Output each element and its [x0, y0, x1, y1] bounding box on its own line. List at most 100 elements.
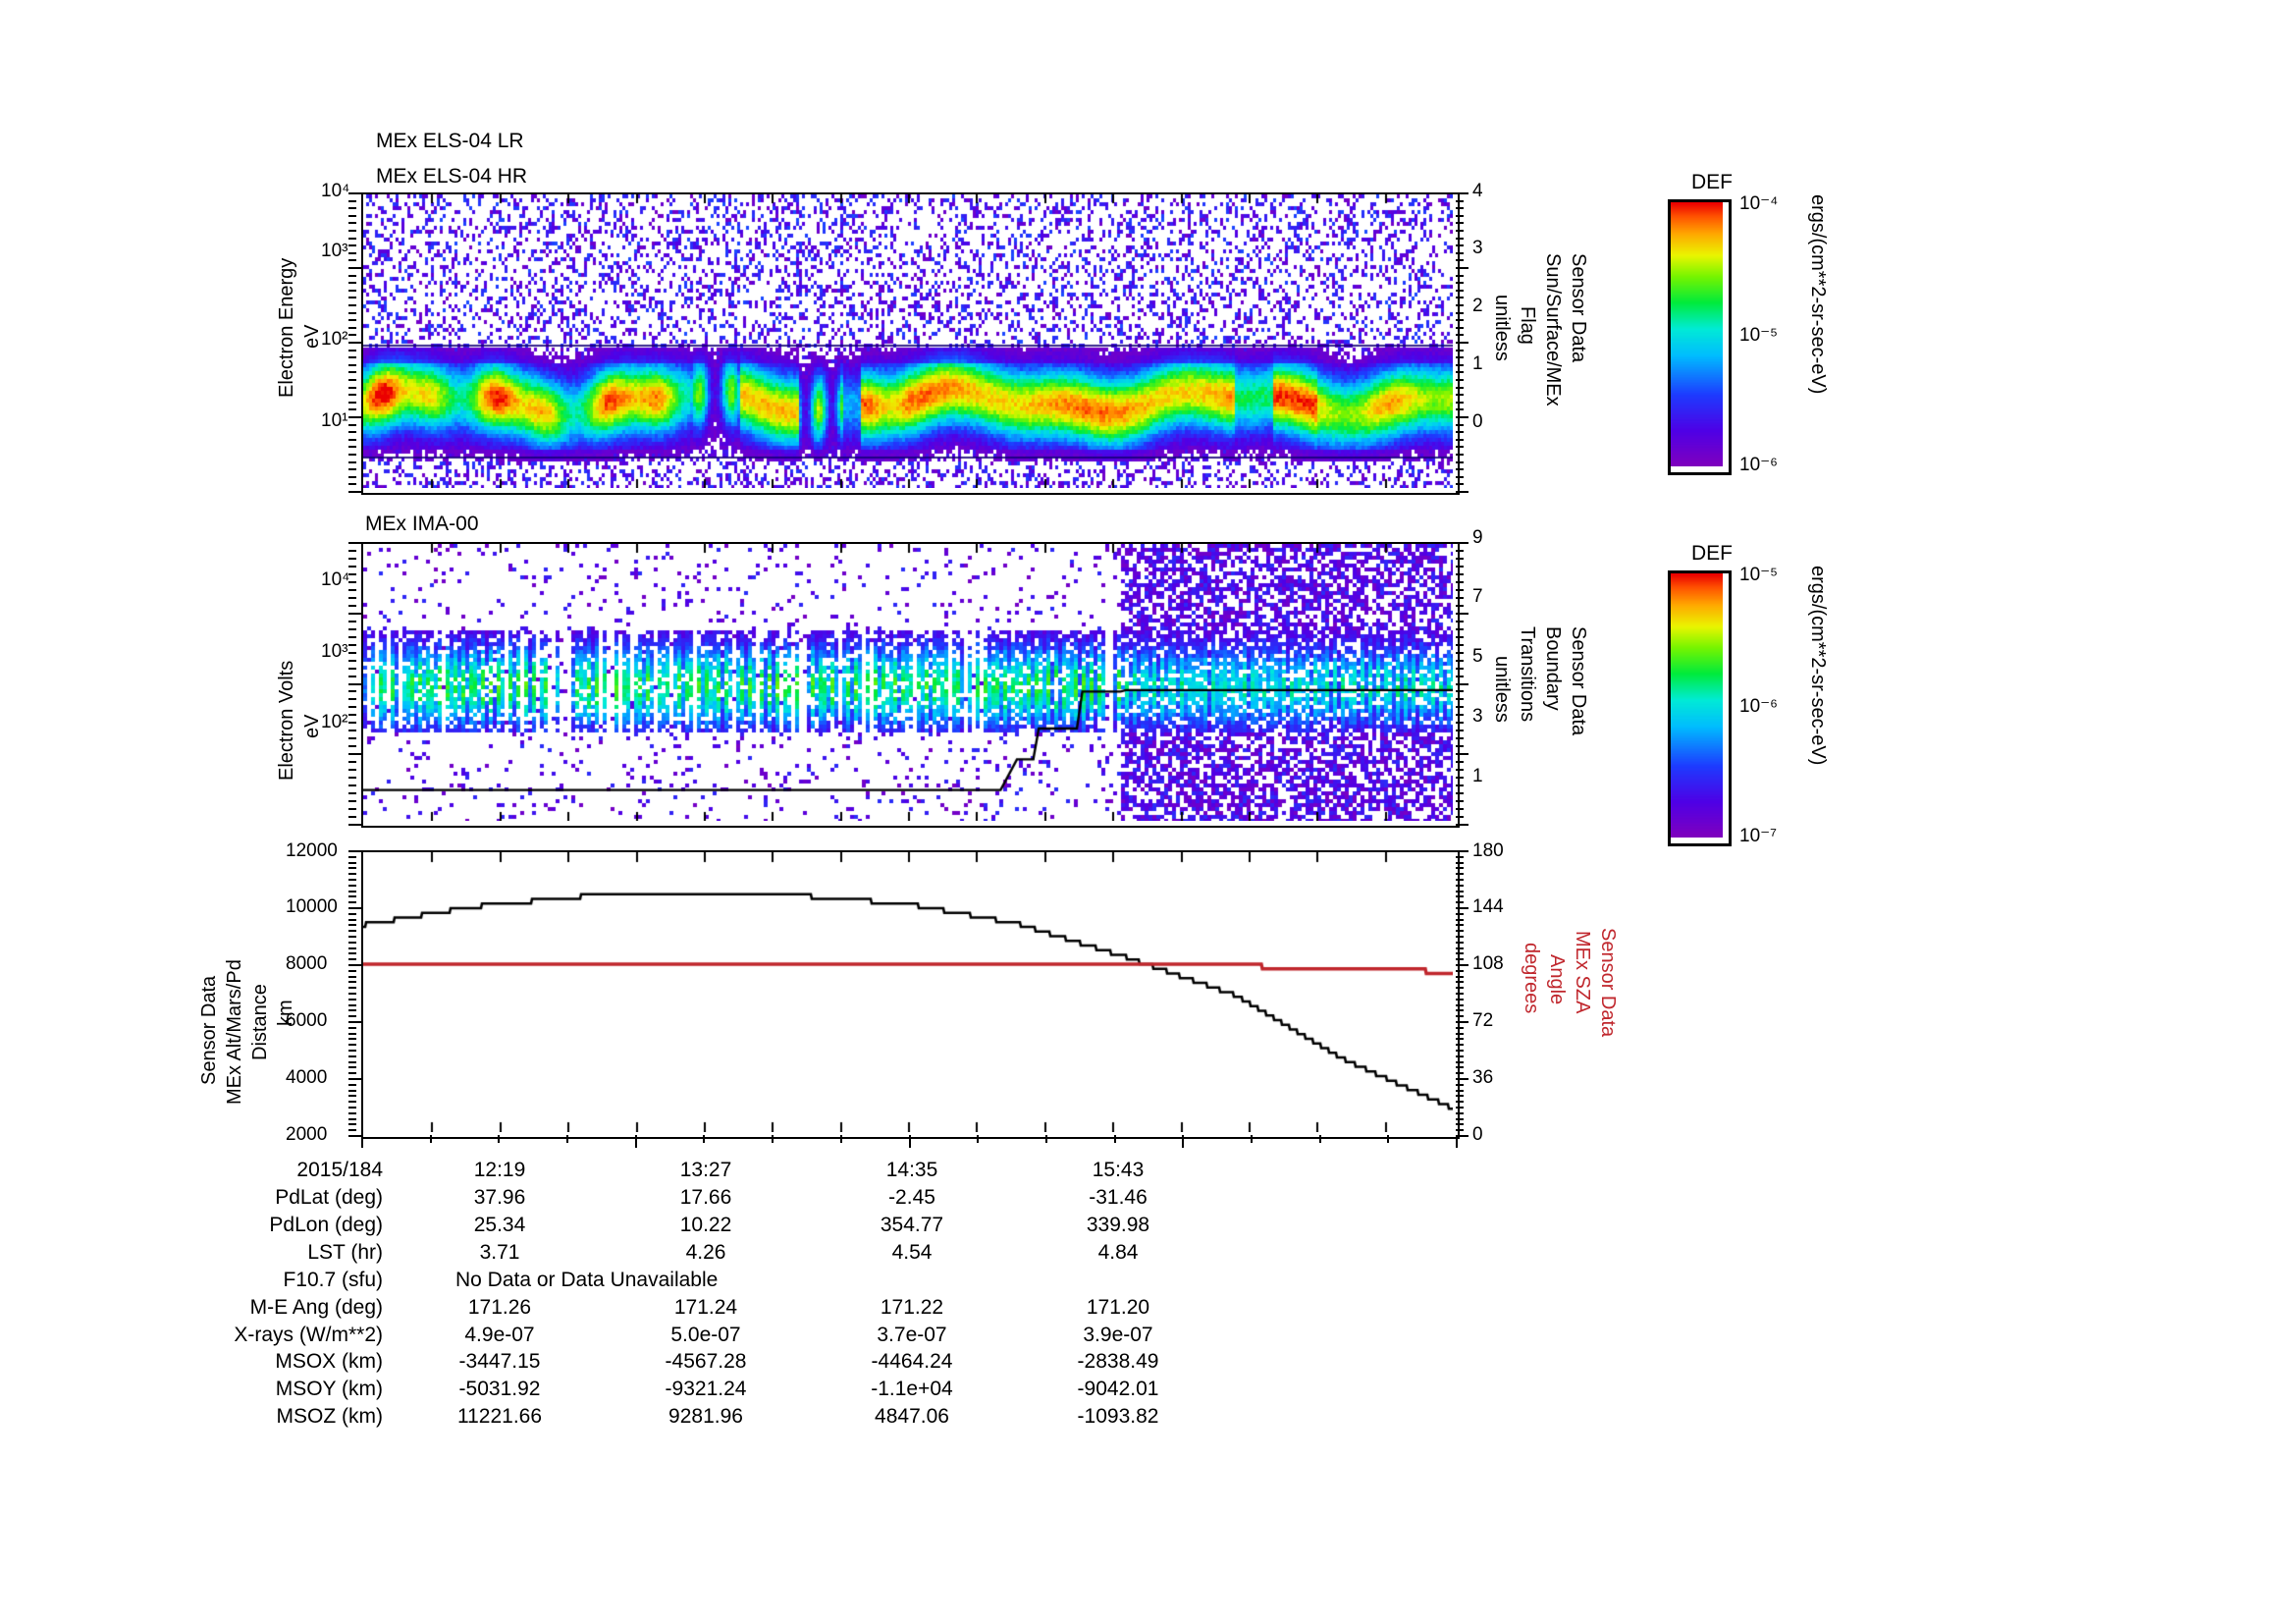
colorbar-1-unit: ergs/(cm**2-sr-sec-eV) — [1807, 194, 1829, 395]
table-cell: -2838.49 — [1077, 1350, 1159, 1374]
table-row: PdLon (deg) 25.34 10.22 354.77 339.98 — [196, 1212, 1221, 1239]
ima-rtick-1: 7 — [1472, 586, 1483, 607]
els-ytick-3: 10¹ — [321, 410, 348, 431]
colorbar-2-label: DEF — [1691, 542, 1733, 565]
altitude-sza-canvas — [363, 852, 1453, 1132]
table-cell: 17.66 — [679, 1185, 732, 1209]
ima-ytick-1: 10³ — [321, 641, 348, 662]
els-right-label-4: unitless — [1491, 295, 1513, 361]
axis-minor-ticks — [348, 192, 361, 493]
ima-rtick-4: 1 — [1472, 766, 1483, 786]
table-row-label: M-E Ang (deg) — [249, 1295, 383, 1319]
ima-ytick-0: 10⁴ — [321, 569, 350, 590]
table-cell: 3.9e-07 — [1083, 1323, 1153, 1346]
colorbar-1-gradient — [1671, 202, 1723, 466]
table-row: MSOX (km) -3447.15 -4567.28 -4464.24 -2838.4… — [196, 1348, 1221, 1376]
els-right-label-2: Sun/Surface/MEx — [1542, 253, 1564, 406]
axis-minor-ticks — [1456, 192, 1468, 493]
sza-rtick-3: 72 — [1472, 1010, 1494, 1031]
table-cell: 339.98 — [1086, 1213, 1150, 1236]
table-cell: -9321.24 — [665, 1378, 747, 1401]
els-spectrogram-panel[interactable] — [361, 192, 1460, 495]
els-right-label-3: Flag — [1517, 306, 1538, 345]
sza-right-label-4: degrees — [1521, 943, 1542, 1014]
table-row: X-rays (W/m**2) 4.9e-07 5.0e-07 3.7e-07 3.9e… — [196, 1322, 1221, 1349]
table-cell: 171.24 — [673, 1295, 738, 1319]
altitude-sza-panel[interactable] — [361, 850, 1460, 1139]
axis-minor-ticks — [1456, 542, 1468, 826]
ima-right-label-4: unitless — [1491, 656, 1513, 723]
colorbar-1-bottom-tick: 10⁻⁶ — [1739, 455, 1778, 475]
table-row-label: LST (hr) — [307, 1240, 383, 1264]
table-cell: 171.26 — [467, 1295, 532, 1319]
table-row: MSOY (km) -5031.92 -9321.24 -1.1e+04 -9042.0… — [196, 1376, 1221, 1403]
table-cell: 3.7e-07 — [877, 1323, 947, 1346]
table-cell: 4847.06 — [875, 1405, 949, 1429]
colorbar-1-label: DEF — [1691, 171, 1733, 193]
table-cell: 4.9e-07 — [464, 1323, 535, 1346]
table-cell: 3.71 — [479, 1240, 520, 1264]
colorbar-2-bottom-tick: 10⁻⁷ — [1739, 826, 1778, 846]
table-row-label: MSOX (km) — [275, 1350, 383, 1374]
table-cell: 354.77 — [880, 1213, 944, 1236]
ima-right-label-1: Sensor Data — [1568, 626, 1589, 736]
table-cell: -9042.01 — [1077, 1378, 1159, 1401]
els-title-hr: MEx ELS-04 HR — [376, 165, 528, 188]
colorbar-2-mid-tick: 10⁻⁶ — [1739, 696, 1778, 717]
table-row: PdLat (deg) 37.96 17.66 -2.45 -31.46 — [196, 1184, 1221, 1212]
colorbar-2 — [1668, 570, 1732, 846]
sza-right-label-2: MEx SZA — [1572, 931, 1593, 1014]
table-cell: 9281.96 — [668, 1405, 743, 1429]
table-cell: 4.84 — [1097, 1240, 1139, 1264]
ima-title: MEx IMA-00 — [365, 513, 479, 535]
axis-minor-ticks — [348, 542, 361, 826]
table-cell: -5031.92 — [458, 1378, 541, 1401]
table-cell: -1.1e+04 — [871, 1378, 953, 1401]
table-cell: 15:43 — [1092, 1159, 1145, 1181]
axis-minor-ticks — [1456, 850, 1468, 1137]
alt-ytick-3: 6000 — [286, 1010, 328, 1031]
table-cell: 12:19 — [473, 1159, 526, 1181]
alt-ylabel-3: Distance — [249, 984, 271, 1060]
x-axis-ticks — [361, 1135, 1458, 1149]
table-cell: 4.54 — [891, 1240, 933, 1264]
sza-right-label-1: Sensor Data — [1597, 928, 1619, 1038]
alt-ytick-5: 2000 — [286, 1124, 328, 1145]
table-row-label: MSOY (km) — [275, 1378, 383, 1401]
ima-rtick-3: 3 — [1472, 706, 1483, 727]
table-cell: 13:27 — [679, 1159, 732, 1181]
table-cell: 5.0e-07 — [670, 1323, 741, 1346]
alt-ytick-0: 12000 — [286, 840, 338, 861]
els-right-label-1: Sensor Data — [1568, 253, 1589, 363]
alt-ytick-4: 4000 — [286, 1067, 328, 1088]
table-cell: 171.20 — [1086, 1295, 1150, 1319]
table-cell: 25.34 — [473, 1213, 526, 1236]
ima-rtick-2: 5 — [1472, 646, 1483, 667]
sza-rtick-1: 144 — [1472, 896, 1504, 917]
table-cell: 4.26 — [685, 1240, 726, 1264]
els-rtick-4: 0 — [1472, 411, 1483, 432]
ima-ylabel-1: Electron Volts — [276, 660, 297, 781]
table-cell: 171.22 — [880, 1295, 944, 1319]
table-row: M-E Ang (deg) 171.26 171.24 171.22 171.20 — [196, 1294, 1221, 1322]
ima-spectrogram-canvas — [363, 544, 1453, 821]
ima-ytick-2: 10² — [321, 712, 348, 732]
table-cell: -3447.15 — [458, 1350, 541, 1374]
table-cell: No Data or Data Unavailable — [455, 1268, 719, 1291]
colorbar-2-gradient — [1671, 573, 1723, 838]
els-rtick-1: 3 — [1472, 238, 1483, 258]
alt-ytick-1: 10000 — [286, 896, 338, 917]
table-cell: -2.45 — [888, 1185, 935, 1209]
table-cell: -4567.28 — [665, 1350, 747, 1374]
ima-spectrogram-panel[interactable] — [361, 542, 1460, 828]
table-row-label: PdLon (deg) — [269, 1213, 383, 1236]
els-ytick-1: 10³ — [321, 241, 348, 261]
table-cell: -4464.24 — [871, 1350, 953, 1374]
sza-rtick-4: 36 — [1472, 1067, 1494, 1088]
els-spectrogram-canvas — [363, 194, 1453, 488]
colorbar-1-top-tick: 10⁻⁴ — [1739, 193, 1779, 214]
table-row: LST (hr) 3.71 4.26 4.54 4.84 — [196, 1239, 1221, 1267]
colorbar-1-mid-tick: 10⁻⁵ — [1739, 325, 1779, 346]
sza-right-label-3: Angle — [1546, 954, 1568, 1005]
table-cell: -1093.82 — [1077, 1405, 1159, 1429]
